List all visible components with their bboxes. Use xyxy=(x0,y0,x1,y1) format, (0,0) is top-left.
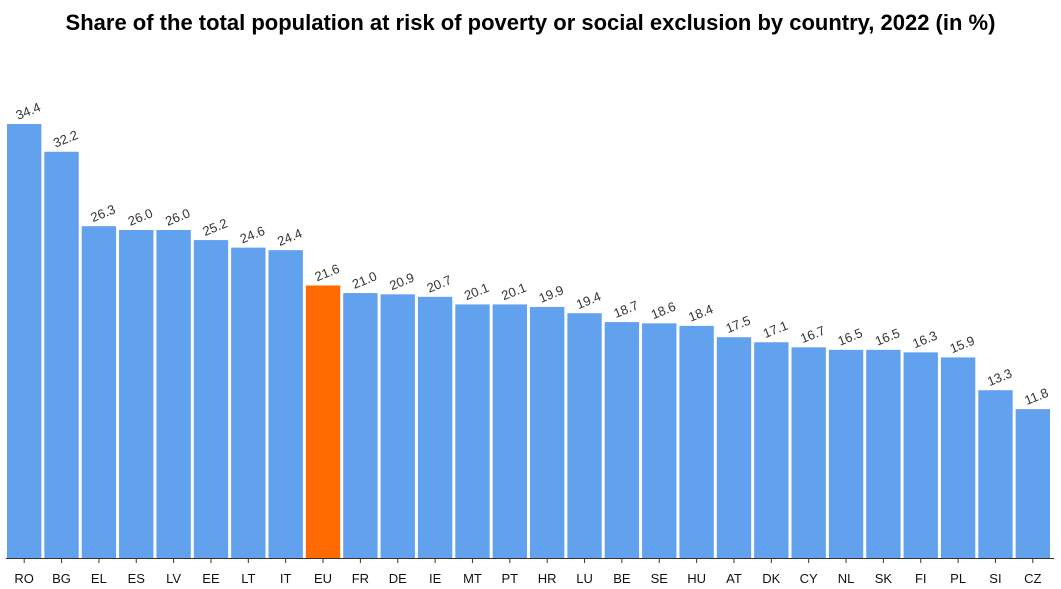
value-label-at: 17.5 xyxy=(723,313,752,336)
x-tick-label-pl: PL xyxy=(950,571,966,586)
x-tick-label-pt: PT xyxy=(502,571,519,586)
x-tick-label-se: SE xyxy=(651,571,669,586)
x-tick-label-lv: LV xyxy=(166,571,181,586)
bar-ro xyxy=(7,124,42,558)
x-tick-label-eu: EU xyxy=(314,571,332,586)
x-tick-label-ee: EE xyxy=(202,571,220,586)
value-label-hu: 18.4 xyxy=(686,301,715,324)
value-label-it: 24.4 xyxy=(275,226,304,249)
x-tick-label-nl: NL xyxy=(838,571,855,586)
value-label-ro: 34.4 xyxy=(14,99,43,122)
x-ticks-group xyxy=(23,558,1034,563)
x-tick-label-lu: LU xyxy=(576,571,593,586)
x-tick-label-el: EL xyxy=(91,571,107,586)
bar-dk xyxy=(754,342,789,558)
bar-hu xyxy=(679,325,714,558)
x-tick-label-mt: MT xyxy=(463,571,482,586)
bar-ie xyxy=(417,296,453,558)
value-label-nl: 16.5 xyxy=(836,325,865,348)
value-label-si: 13.3 xyxy=(985,366,1014,389)
bars-group xyxy=(7,124,1050,559)
bar-fi xyxy=(903,352,938,558)
x-tick-label-ro: RO xyxy=(14,571,34,586)
chart-title: Share of the total population at risk of… xyxy=(65,10,996,35)
value-label-bg: 32.2 xyxy=(51,127,80,150)
value-label-ie: 20.7 xyxy=(425,272,454,295)
value-label-lt: 24.6 xyxy=(238,223,267,246)
bar-be xyxy=(604,322,640,558)
bar-it xyxy=(268,250,303,558)
bar-hr xyxy=(530,306,565,558)
bar-pt xyxy=(492,304,527,558)
bar-lt xyxy=(231,247,266,558)
x-tick-label-de: DE xyxy=(389,571,407,586)
bar-lu xyxy=(567,313,602,558)
x-tick-label-dk: DK xyxy=(762,571,780,586)
value-label-cy: 16.7 xyxy=(798,323,827,346)
x-tick-label-be: BE xyxy=(613,571,631,586)
value-label-be: 18.7 xyxy=(611,297,640,320)
bar-pl xyxy=(940,357,976,558)
bar-fr xyxy=(343,293,378,558)
x-tick-label-sk: SK xyxy=(875,571,893,586)
value-label-lv: 26.0 xyxy=(163,205,192,228)
x-tick-label-hr: HR xyxy=(538,571,557,586)
value-label-dk: 17.1 xyxy=(761,318,790,341)
value-label-el: 26.3 xyxy=(88,202,117,225)
x-tick-label-bg: BG xyxy=(52,571,71,586)
bar-lv xyxy=(156,229,191,559)
value-label-mt: 20.1 xyxy=(462,280,491,303)
value-label-pl: 15.9 xyxy=(948,333,977,356)
bar-el xyxy=(81,226,117,558)
bar-se xyxy=(642,323,677,558)
value-label-cz: 11.8 xyxy=(1022,385,1050,408)
x-tick-labels-group: RO BG EL ES LV EE LT IT EU FR DE IE MT PT HR LU BE SE HU AT… xyxy=(14,571,1041,586)
x-tick-label-hu: HU xyxy=(687,571,706,586)
value-label-fr: 21.0 xyxy=(350,268,379,291)
bar-si xyxy=(978,390,1013,558)
value-label-de: 20.9 xyxy=(387,270,416,293)
x-tick-label-si: SI xyxy=(989,571,1001,586)
value-label-ee: 25.2 xyxy=(200,215,229,238)
value-label-sk: 16.5 xyxy=(873,325,902,348)
x-tick-label-lt: LT xyxy=(241,571,255,586)
value-label-lu: 19.4 xyxy=(574,289,603,312)
x-tick-label-at: AT xyxy=(726,571,742,586)
x-tick-label-ie: IE xyxy=(429,571,442,586)
bar-at xyxy=(716,337,752,558)
x-tick-label-fi: FI xyxy=(915,571,927,586)
value-label-se: 18.6 xyxy=(649,299,678,322)
bar-de xyxy=(380,294,415,558)
bar-bg xyxy=(44,151,79,558)
bar-es xyxy=(119,229,154,559)
x-tick-label-es: ES xyxy=(128,571,146,586)
value-label-eu: 21.6 xyxy=(313,261,342,284)
x-tick-label-it: IT xyxy=(280,571,292,586)
bar-ee xyxy=(193,240,229,558)
x-tick-label-cy: CY xyxy=(800,571,818,586)
bar-eu xyxy=(305,285,341,558)
bar-mt xyxy=(455,304,490,558)
bar-nl xyxy=(828,349,864,558)
value-label-hr: 19.9 xyxy=(537,282,566,305)
value-label-es: 26.0 xyxy=(126,205,155,228)
bar-cy xyxy=(791,347,826,558)
bar-cz xyxy=(1015,409,1050,558)
bar-sk xyxy=(866,349,901,558)
value-label-pt: 20.1 xyxy=(499,280,528,303)
x-tick-label-fr: FR xyxy=(352,571,369,586)
value-label-fi: 16.3 xyxy=(910,328,939,351)
x-tick-label-cz: CZ xyxy=(1024,571,1041,586)
